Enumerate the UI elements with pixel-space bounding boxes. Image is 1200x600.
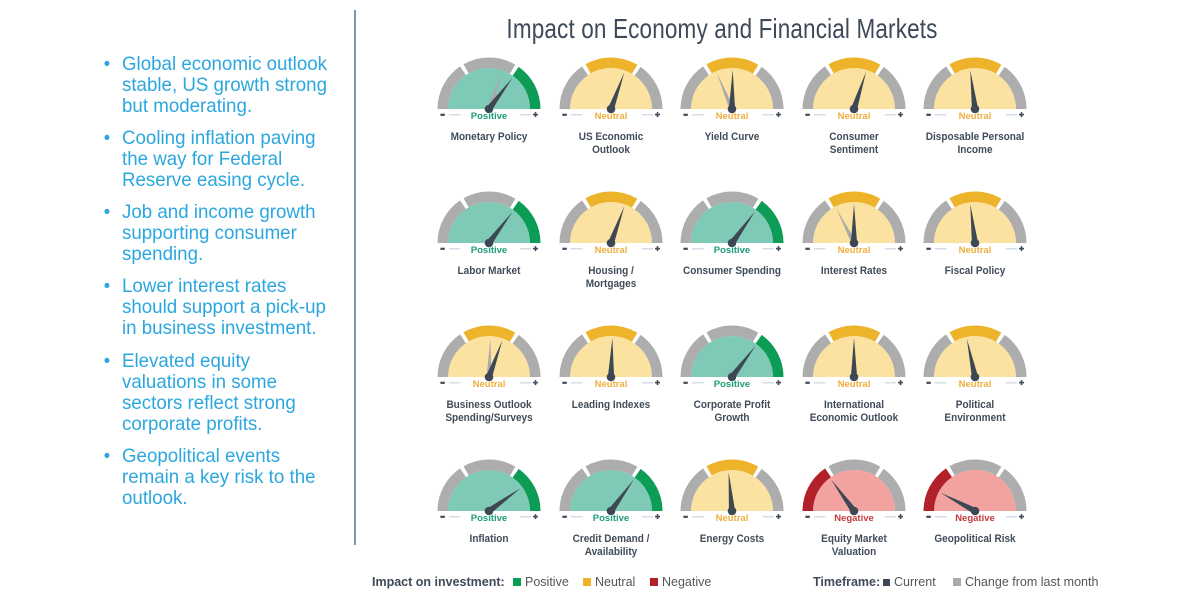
svg-text:Positive: Positive <box>714 378 750 389</box>
svg-text:Negative: Negative <box>955 512 995 523</box>
svg-text:Negative: Negative <box>834 512 874 523</box>
svg-text:Neutral: Neutral <box>594 244 627 255</box>
svg-text:Neutral: Neutral <box>716 512 749 523</box>
svg-text:Neutral: Neutral <box>837 378 870 389</box>
svg-text:Positive: Positive <box>714 244 750 255</box>
svg-text:Neutral: Neutral <box>959 244 992 255</box>
svg-text:Neutral: Neutral <box>959 378 992 389</box>
svg-text:Positive: Positive <box>471 110 507 121</box>
svg-text:Positive: Positive <box>592 512 628 523</box>
svg-text:Neutral: Neutral <box>959 110 992 121</box>
svg-text:Positive: Positive <box>471 244 507 255</box>
svg-text:Neutral: Neutral <box>716 110 749 121</box>
svg-text:Positive: Positive <box>471 512 507 523</box>
svg-text:Neutral: Neutral <box>594 378 627 389</box>
svg-text:Neutral: Neutral <box>837 244 870 255</box>
svg-text:Neutral: Neutral <box>594 110 627 121</box>
svg-text:Neutral: Neutral <box>473 378 506 389</box>
svg-text:Neutral: Neutral <box>837 110 870 121</box>
